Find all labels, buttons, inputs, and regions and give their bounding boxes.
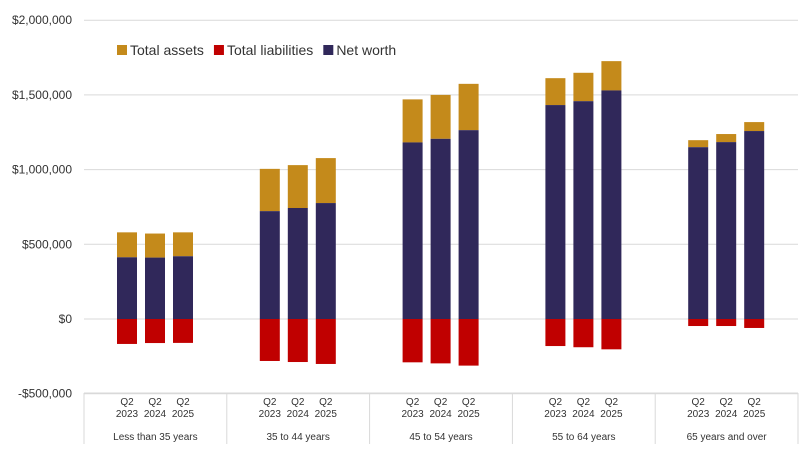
x-tick-label: Q2 bbox=[434, 397, 448, 408]
x-tick-label: 2024 bbox=[715, 409, 738, 420]
bar-total-assets bbox=[402, 99, 423, 143]
bar-total-liabilities bbox=[259, 319, 280, 361]
x-tick-label: Q2 bbox=[120, 397, 134, 408]
bar-net-worth bbox=[117, 257, 137, 319]
bar-total-liabilities bbox=[458, 319, 479, 366]
y-tick-label: $0 bbox=[59, 312, 73, 326]
bar-total-liabilities bbox=[601, 319, 622, 350]
bar-total-assets bbox=[287, 165, 308, 208]
bar-net-worth bbox=[145, 257, 165, 319]
legend-swatch bbox=[213, 45, 224, 55]
x-tick-label: 2023 bbox=[401, 409, 424, 420]
legend-swatch bbox=[323, 45, 334, 55]
bar-net-worth bbox=[458, 130, 479, 319]
bar-net-worth bbox=[402, 142, 423, 319]
x-tick-label: 2024 bbox=[144, 409, 167, 420]
bar-net-worth bbox=[259, 211, 280, 319]
legend-swatch bbox=[117, 45, 127, 55]
bar-total-liabilities bbox=[545, 319, 566, 347]
group-label: 35 to 44 years bbox=[267, 432, 330, 443]
bar-total-liabilities bbox=[117, 319, 137, 344]
x-tick-label: 2025 bbox=[457, 409, 480, 420]
x-tick-label: Q2 bbox=[319, 397, 333, 408]
x-tick-label: 2023 bbox=[259, 409, 282, 420]
x-tick-label: 2023 bbox=[687, 409, 710, 420]
bar-total-liabilities bbox=[744, 319, 765, 328]
x-tick-label: 2025 bbox=[743, 409, 766, 420]
bar-net-worth bbox=[688, 147, 709, 319]
y-tick-label: $1,000,000 bbox=[12, 163, 72, 177]
x-tick-label: Q2 bbox=[692, 397, 706, 408]
legend-label: Total liabilities bbox=[227, 42, 313, 58]
bar-total-assets bbox=[716, 134, 737, 143]
x-tick-label: 2024 bbox=[429, 409, 452, 420]
group-label: 55 to 64 years bbox=[552, 432, 615, 443]
x-tick-label: Q2 bbox=[549, 397, 563, 408]
bar-total-assets bbox=[145, 233, 165, 258]
bar-net-worth bbox=[744, 131, 765, 319]
bar-total-assets bbox=[601, 61, 622, 91]
bar-total-assets bbox=[173, 232, 193, 257]
y-tick-label: -$500,000 bbox=[18, 387, 72, 401]
x-tick-label: 2024 bbox=[287, 409, 310, 420]
bar-total-liabilities bbox=[402, 319, 423, 363]
x-tick-label: Q2 bbox=[720, 397, 734, 408]
x-tick-label: Q2 bbox=[291, 397, 305, 408]
x-tick-label: Q2 bbox=[605, 397, 619, 408]
x-tick-label: 2025 bbox=[315, 409, 338, 420]
bar-total-assets bbox=[458, 83, 479, 131]
bar-net-worth bbox=[430, 138, 451, 319]
bar-total-assets bbox=[315, 158, 336, 204]
bar-total-assets bbox=[259, 168, 280, 212]
x-tick-label: 2025 bbox=[172, 409, 195, 420]
bar-total-liabilities bbox=[430, 319, 451, 364]
bar-total-assets bbox=[117, 232, 137, 258]
group-label: 65 years and over bbox=[687, 432, 768, 443]
x-tick-label: Q2 bbox=[263, 397, 277, 408]
x-tick-label: 2023 bbox=[116, 409, 139, 420]
x-tick-label: 2023 bbox=[544, 409, 567, 420]
x-tick-label: Q2 bbox=[748, 397, 762, 408]
x-tick-label: 2024 bbox=[572, 409, 595, 420]
bar-total-liabilities bbox=[287, 319, 308, 363]
bar-total-liabilities bbox=[573, 319, 594, 348]
bar-total-liabilities bbox=[716, 319, 737, 327]
bar-total-liabilities bbox=[173, 319, 193, 343]
bar-net-worth bbox=[287, 207, 308, 319]
bar-total-assets bbox=[688, 140, 709, 148]
x-tick-label: Q2 bbox=[462, 397, 476, 408]
bar-total-assets bbox=[545, 78, 566, 106]
x-tick-label: Q2 bbox=[176, 397, 190, 408]
legend-label: Net worth bbox=[336, 42, 396, 58]
x-tick-label: 2025 bbox=[600, 409, 623, 420]
x-tick-label: Q2 bbox=[148, 397, 162, 408]
bar-total-liabilities bbox=[315, 319, 336, 364]
bar-net-worth bbox=[545, 105, 566, 319]
x-tick-label: Q2 bbox=[577, 397, 591, 408]
legend-label: Total assets bbox=[130, 42, 204, 58]
bar-total-assets bbox=[744, 122, 765, 132]
bar-net-worth bbox=[173, 256, 193, 319]
bar-net-worth bbox=[716, 142, 737, 319]
bar-total-assets bbox=[430, 94, 451, 139]
x-tick-label: Q2 bbox=[406, 397, 420, 408]
bar-total-assets bbox=[573, 72, 594, 102]
bar-net-worth bbox=[315, 203, 336, 319]
y-tick-label: $2,000,000 bbox=[12, 13, 72, 27]
y-tick-label: $1,500,000 bbox=[12, 88, 72, 102]
group-label: 45 to 54 years bbox=[409, 432, 472, 443]
bar-total-liabilities bbox=[145, 319, 165, 344]
bar-net-worth bbox=[601, 90, 622, 319]
bar-net-worth bbox=[573, 101, 594, 319]
bar-total-liabilities bbox=[688, 319, 709, 327]
y-tick-label: $500,000 bbox=[22, 237, 72, 251]
group-label: Less than 35 years bbox=[113, 432, 198, 443]
